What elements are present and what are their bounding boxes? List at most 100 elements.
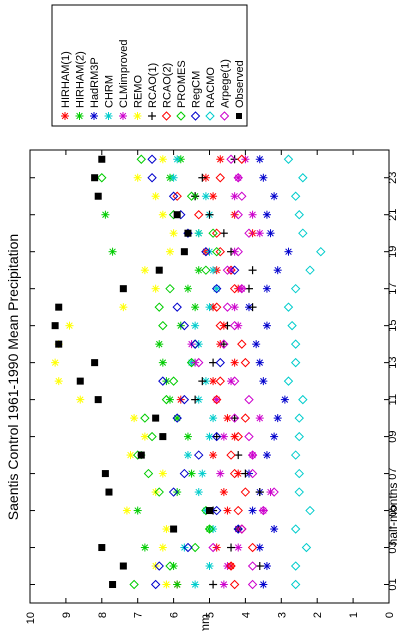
- point-series-5-halfmonth-11: [212, 395, 221, 404]
- legend-marker-5: [119, 112, 127, 120]
- point-series-7-halfmonth-12: [198, 377, 207, 386]
- point-series-5-halfmonth-8: [248, 451, 257, 460]
- point-series-13-halfmonth-22: [94, 192, 102, 200]
- point-series-12-halfmonth-9: [244, 431, 254, 442]
- point-series-8-halfmonth-22: [172, 191, 182, 201]
- halfmonth-tick-label: 23: [387, 172, 399, 184]
- point-series-9-halfmonth-2: [165, 561, 175, 571]
- point-series-6-halfmonth-13: [51, 358, 60, 367]
- point-series-3-halfmonth-20: [266, 229, 275, 238]
- point-series-6-halfmonth-24: [158, 155, 167, 164]
- plot-marks: [51, 154, 326, 590]
- point-series-13-halfmonth-8: [137, 451, 145, 459]
- point-series-10-halfmonth-19: [201, 246, 211, 257]
- point-series-7-halfmonth-14: [219, 340, 228, 349]
- legend: HIRHAM(1) HIRHAM(2) HadRM3P CHRM CLMimproved…: [51, 4, 248, 127]
- value-tick-label: 6: [169, 612, 181, 618]
- point-series-8-halfmonth-13: [240, 357, 251, 368]
- halfmonth-tick-label: 03: [387, 541, 399, 553]
- point-series-13-halfmonth-6: [105, 488, 113, 496]
- point-series-9-halfmonth-17: [165, 283, 175, 294]
- point-series-7-halfmonth-10: [230, 414, 239, 423]
- point-series-7-halfmonth-21: [205, 210, 214, 219]
- point-series-13-halfmonth-20: [184, 229, 192, 237]
- point-series-11-halfmonth-5: [305, 505, 315, 516]
- point-series-3-halfmonth-2: [262, 562, 271, 571]
- point-series-4-halfmonth-1: [191, 580, 200, 589]
- point-series-13-halfmonth-9: [159, 433, 167, 441]
- point-series-6-halfmonth-10: [130, 414, 139, 423]
- point-series-4-halfmonth-24: [173, 155, 182, 164]
- point-series-4-halfmonth-15: [191, 321, 200, 330]
- point-series-12-halfmonth-24: [226, 154, 236, 164]
- point-series-12-halfmonth-2: [247, 561, 258, 571]
- point-series-8-halfmonth-19: [215, 246, 225, 257]
- point-series-13-halfmonth-2: [119, 562, 127, 570]
- point-series-5-halfmonth-20: [255, 229, 264, 238]
- point-series-6-halfmonth-21: [158, 210, 167, 219]
- point-series-11-halfmonth-24: [283, 154, 294, 164]
- point-series-3-halfmonth-15: [262, 321, 271, 330]
- point-series-13-halfmonth-10: [152, 414, 160, 422]
- point-series-3-halfmonth-18: [273, 266, 282, 275]
- legend-label: CLMimproved: [118, 40, 130, 108]
- point-series-2-halfmonth-5: [133, 506, 142, 515]
- value-tick-label: 9: [61, 612, 73, 618]
- point-series-8-halfmonth-16: [211, 302, 222, 312]
- point-series-9-halfmonth-4: [204, 524, 215, 534]
- point-series-13-halfmonth-24: [98, 155, 106, 163]
- point-series-11-halfmonth-15: [287, 320, 297, 331]
- point-series-3-halfmonth-21: [262, 210, 271, 219]
- legend-marker-10: [190, 111, 201, 121]
- point-series-11-halfmonth-1: [290, 579, 301, 590]
- point-series-10-halfmonth-4: [233, 524, 243, 534]
- halfmonth-tick-label: 05: [387, 504, 399, 516]
- halfmonth-tick-label: 01: [387, 578, 399, 590]
- point-series-9-halfmonth-19: [211, 246, 222, 257]
- point-series-13-halfmonth-11: [94, 396, 102, 404]
- point-series-11-halfmonth-20: [298, 228, 308, 238]
- point-series-2-halfmonth-16: [191, 303, 200, 312]
- point-series-7-halfmonth-11: [191, 395, 200, 404]
- value-tick-label: 8: [97, 612, 109, 618]
- legend-label: RCAO(2): [162, 63, 174, 108]
- point-series-11-halfmonth-3: [301, 542, 312, 553]
- legend-marker-11: [205, 111, 215, 121]
- point-series-10-halfmonth-24: [147, 154, 157, 164]
- point-series-4-halfmonth-20: [194, 229, 203, 238]
- point-series-8-halfmonth-2: [226, 561, 236, 571]
- point-series-7-halfmonth-16: [248, 303, 257, 312]
- point-series-7-halfmonth-18: [248, 266, 257, 275]
- point-series-10-halfmonth-1: [150, 579, 161, 590]
- legend-label: HadRM3P: [89, 57, 101, 108]
- point-series-12-halfmonth-7: [247, 468, 258, 479]
- point-series-7-halfmonth-6: [255, 488, 264, 497]
- point-series-6-halfmonth-18: [140, 266, 149, 275]
- point-series-3-halfmonth-10: [273, 414, 282, 423]
- point-series-10-halfmonth-2: [154, 561, 164, 571]
- legend-marker-13: [236, 113, 242, 119]
- point-series-6-halfmonth-23: [133, 173, 142, 182]
- point-series-8-halfmonth-23: [215, 173, 225, 183]
- point-series-5-halfmonth-1: [219, 580, 228, 589]
- halfmonth-tick-label: 17: [387, 283, 399, 295]
- point-series-3-halfmonth-13: [255, 358, 264, 367]
- x-axis-label: half-months: [386, 483, 400, 546]
- point-series-10-halfmonth-15: [179, 320, 190, 331]
- point-series-7-halfmonth-9: [212, 432, 221, 441]
- point-series-12-halfmonth-23: [233, 173, 243, 183]
- legend-label: RegCM: [191, 71, 203, 108]
- point-series-10-halfmonth-8: [194, 450, 204, 460]
- point-series-10-halfmonth-16: [172, 302, 182, 312]
- point-series-12-halfmonth-19: [233, 246, 243, 257]
- point-series-5-halfmonth-21: [248, 210, 257, 219]
- point-series-6-halfmonth-16: [119, 303, 128, 312]
- point-series-3-halfmonth-17: [262, 284, 271, 293]
- point-series-10-halfmonth-14: [190, 339, 200, 349]
- point-series-4-halfmonth-7: [198, 469, 207, 478]
- legend-label: CHRM: [104, 75, 116, 108]
- point-series-12-halfmonth-4: [237, 524, 247, 534]
- point-series-2-halfmonth-10: [173, 414, 182, 423]
